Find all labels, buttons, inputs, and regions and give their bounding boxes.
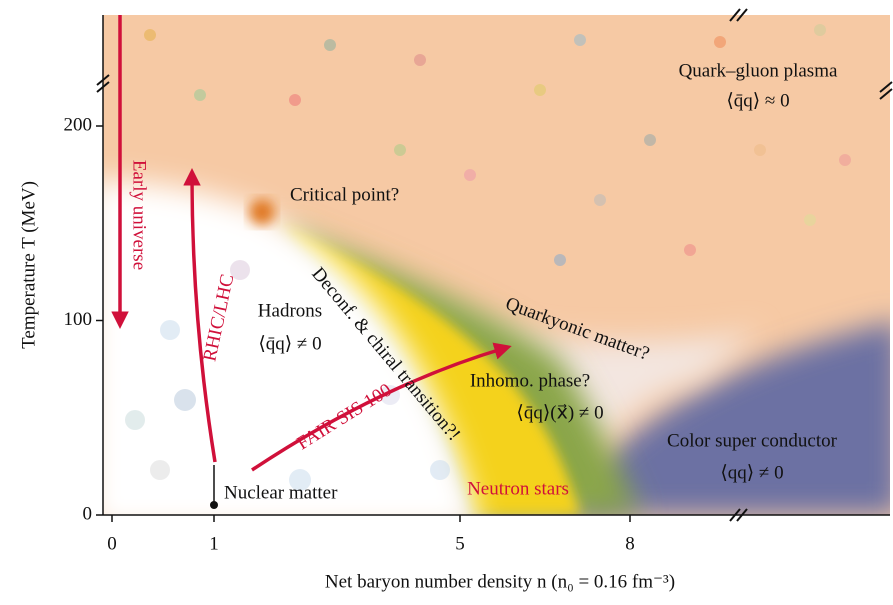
region-label: Hadrons	[258, 300, 322, 321]
y-axis-label: Temperature T (MeV)	[18, 181, 39, 349]
annotation: Nuclear matter	[224, 482, 338, 503]
annotation: Early universe	[129, 160, 150, 270]
x-axis-label: Net baryon number density n (n₀ = 0.16 f…	[325, 571, 675, 592]
critical-point-marker	[249, 199, 275, 225]
region-label: Inhomo. phase?	[470, 370, 590, 391]
y-tick-label: 100	[64, 309, 93, 330]
y-tick-label: 0	[83, 503, 93, 524]
region-label: ⟨q̄q⟩ ≠ 0	[258, 333, 321, 354]
phase-diagram: 0 1 5 8 0 100 200 Quark–gluon plasma ⟨q̄q⟩ ≈ 0…	[0, 0, 893, 605]
x-tick-label: 1	[209, 533, 219, 554]
x-tick-label: 0	[107, 533, 117, 554]
x-tick-label: 8	[625, 533, 635, 554]
x-tick-label: 5	[455, 533, 465, 554]
nuclear-matter-point	[210, 501, 218, 509]
annotation: Neutron stars	[467, 478, 569, 499]
y-tick-label: 200	[64, 114, 93, 135]
region-label: ⟨qq⟩ ≠ 0	[720, 462, 783, 483]
region-label: ⟨q̄q⟩(x⃗) ≠ 0	[516, 402, 603, 423]
region-label: Quark–gluon plasma	[679, 60, 838, 81]
region-label: Color super conductor	[667, 430, 838, 451]
region-label: Critical point?	[290, 184, 399, 205]
region-label: ⟨q̄q⟩ ≈ 0	[726, 90, 789, 111]
